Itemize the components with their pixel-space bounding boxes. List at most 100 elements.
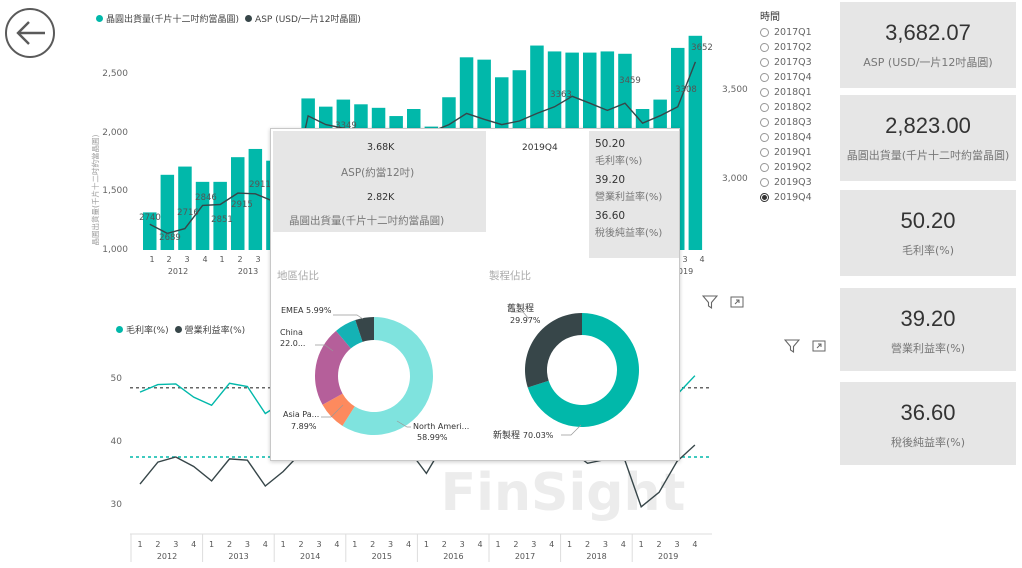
quarter-label: 1 [281, 540, 286, 549]
slicer-option-label: 2017Q2 [774, 42, 812, 53]
asp-data-label: 3459 [619, 76, 641, 86]
top-quarter-label: 1 [149, 255, 154, 264]
back-button[interactable] [5, 8, 55, 58]
quarter-label: 3 [388, 540, 393, 549]
kpi-value: 2,823.00 [885, 113, 971, 138]
slicer-option-2018q2[interactable]: 2018Q2 [760, 100, 835, 115]
slicer-option-label: 2018Q1 [774, 87, 812, 98]
legend-label-gross: 毛利率(%) [126, 326, 169, 336]
slicer-option-2017q4[interactable]: 2017Q4 [760, 70, 835, 85]
slicer-option-2018q3[interactable]: 2018Q3 [760, 115, 835, 130]
slicer-option-2018q1[interactable]: 2018Q1 [760, 85, 835, 100]
quarter-label: 1 [639, 540, 644, 549]
wafer-bar [231, 157, 245, 250]
top-chart-y-axis-title: 晶圓出貨量(千片十二吋約當晶圓) [90, 135, 100, 246]
region-label-na-name: North Ameri... [413, 422, 469, 431]
year-label: 2017 [515, 552, 535, 561]
kpi-value: 3,682.07 [885, 20, 971, 45]
radio-icon [760, 193, 769, 202]
top-y-tick: 2,000 [102, 128, 128, 138]
filter-icon[interactable] [701, 294, 719, 310]
asp-data-label: 2740 [139, 213, 161, 223]
wafer-bar [213, 181, 227, 250]
year-label: 2013 [228, 552, 248, 561]
wafer-bar [688, 35, 703, 250]
quarter-label: 4 [549, 540, 554, 549]
slicer-option-2017q1[interactable]: 2017Q1 [760, 25, 835, 40]
region-label-apac-pct: 7.89% [291, 422, 317, 431]
top-year-label: 2013 [238, 267, 258, 276]
tooltip-op-label: 營業利益率(%) [595, 192, 663, 203]
asp-data-label: 2689 [159, 233, 181, 243]
slicer-option-label: 2017Q1 [774, 27, 812, 38]
slicer-option-label: 2019Q2 [774, 162, 812, 173]
radio-icon [760, 28, 769, 37]
slicer-option-label: 2018Q4 [774, 132, 812, 143]
top-quarter-label: 4 [202, 255, 207, 264]
quarter-label: 1 [137, 540, 142, 549]
asp-data-label: 3308 [675, 85, 697, 95]
quarter-label: 2 [513, 540, 518, 549]
arrow-left-icon [16, 21, 45, 45]
radio-icon [760, 88, 769, 97]
filter-icon[interactable] [783, 338, 801, 354]
slicer-option-2019q2[interactable]: 2019Q2 [760, 160, 835, 175]
top-y-tick: 1,000 [102, 245, 128, 255]
tooltip-period: 2019Q4 [522, 143, 558, 153]
slicer-option-label: 2019Q4 [774, 192, 812, 203]
region-slice [315, 330, 351, 405]
quarter-label: 4 [478, 540, 483, 549]
region-label-emea: EMEA 5.99% [281, 306, 332, 315]
region-label-china-name: China [280, 328, 303, 337]
tooltip-net-label: 稅後純益率(%) [595, 228, 663, 239]
quarter-label: 4 [621, 540, 626, 549]
slicer-option-2019q3[interactable]: 2019Q3 [760, 175, 835, 190]
year-label: 2012 [157, 552, 177, 561]
region-share-title: 地區佔比 [277, 270, 319, 282]
legend-dot-op [174, 326, 182, 333]
region-slice [336, 320, 363, 349]
radio-icon [760, 73, 769, 82]
top-quarter-label: 3 [682, 255, 687, 264]
year-label: 2018 [586, 552, 606, 561]
tooltip-asp-value: 3.68K [367, 142, 395, 153]
process-label-old-pct: 29.97% [510, 316, 541, 325]
quarter-label: 4 [406, 540, 411, 549]
process-slice [527, 313, 639, 427]
asp-data-label: 2716 [177, 208, 199, 218]
quarter-label: 1 [352, 540, 357, 549]
quarter-label: 4 [191, 540, 196, 549]
slicer-option-label: 2018Q2 [774, 102, 812, 113]
top-year-label: 2019 [673, 267, 693, 276]
region-donut [315, 317, 433, 435]
slicer-option-2019q1[interactable]: 2019Q1 [760, 145, 835, 160]
slicer-option-label: 2019Q3 [774, 177, 812, 188]
wafer-bar [248, 148, 263, 250]
slicer-option-2017q3[interactable]: 2017Q3 [760, 55, 835, 70]
watermark: FinSight [441, 463, 686, 523]
focus-mode-icon[interactable] [729, 294, 745, 310]
kpi-label: 稅後純益率(%) [890, 436, 966, 449]
wafer-bar [195, 181, 210, 250]
process-share-title: 製程佔比 [489, 270, 531, 282]
slicer-option-2018q4[interactable]: 2018Q4 [760, 130, 835, 145]
tooltip-gross-value: 50.20 [595, 138, 626, 150]
kpi-label: 營業利益率(%) [890, 342, 966, 355]
kpi-card-net-margin: 36.60 稅後純益率(%) [840, 382, 1016, 465]
asp-data-label: 3363 [550, 90, 572, 100]
process-slice [525, 313, 582, 388]
slicer-option-label: 2018Q3 [774, 117, 812, 128]
radio-icon [760, 58, 769, 67]
asp-data-label: 2846 [195, 193, 217, 203]
quarter-label: 3 [245, 540, 250, 549]
asp-data-label: 2851 [211, 215, 233, 225]
top-y-tick: 2,500 [102, 69, 128, 79]
top-quarter-label: 1 [219, 255, 224, 264]
slicer-option-2017q2[interactable]: 2017Q2 [760, 40, 835, 55]
focus-mode-icon[interactable] [811, 338, 827, 354]
hover-tooltip: 3.68K ASP(約當12吋) 2.82K 晶圓出貨量(千片十二吋約當晶圓) … [270, 128, 680, 461]
slicer-option-2019q4[interactable]: 2019Q4 [760, 190, 835, 205]
top-quarter-label: 4 [699, 255, 704, 264]
tooltip-wafer-label: 晶圓出貨量(千片十二吋約當晶圓) [289, 215, 445, 227]
legend-dot-asp [245, 15, 253, 22]
